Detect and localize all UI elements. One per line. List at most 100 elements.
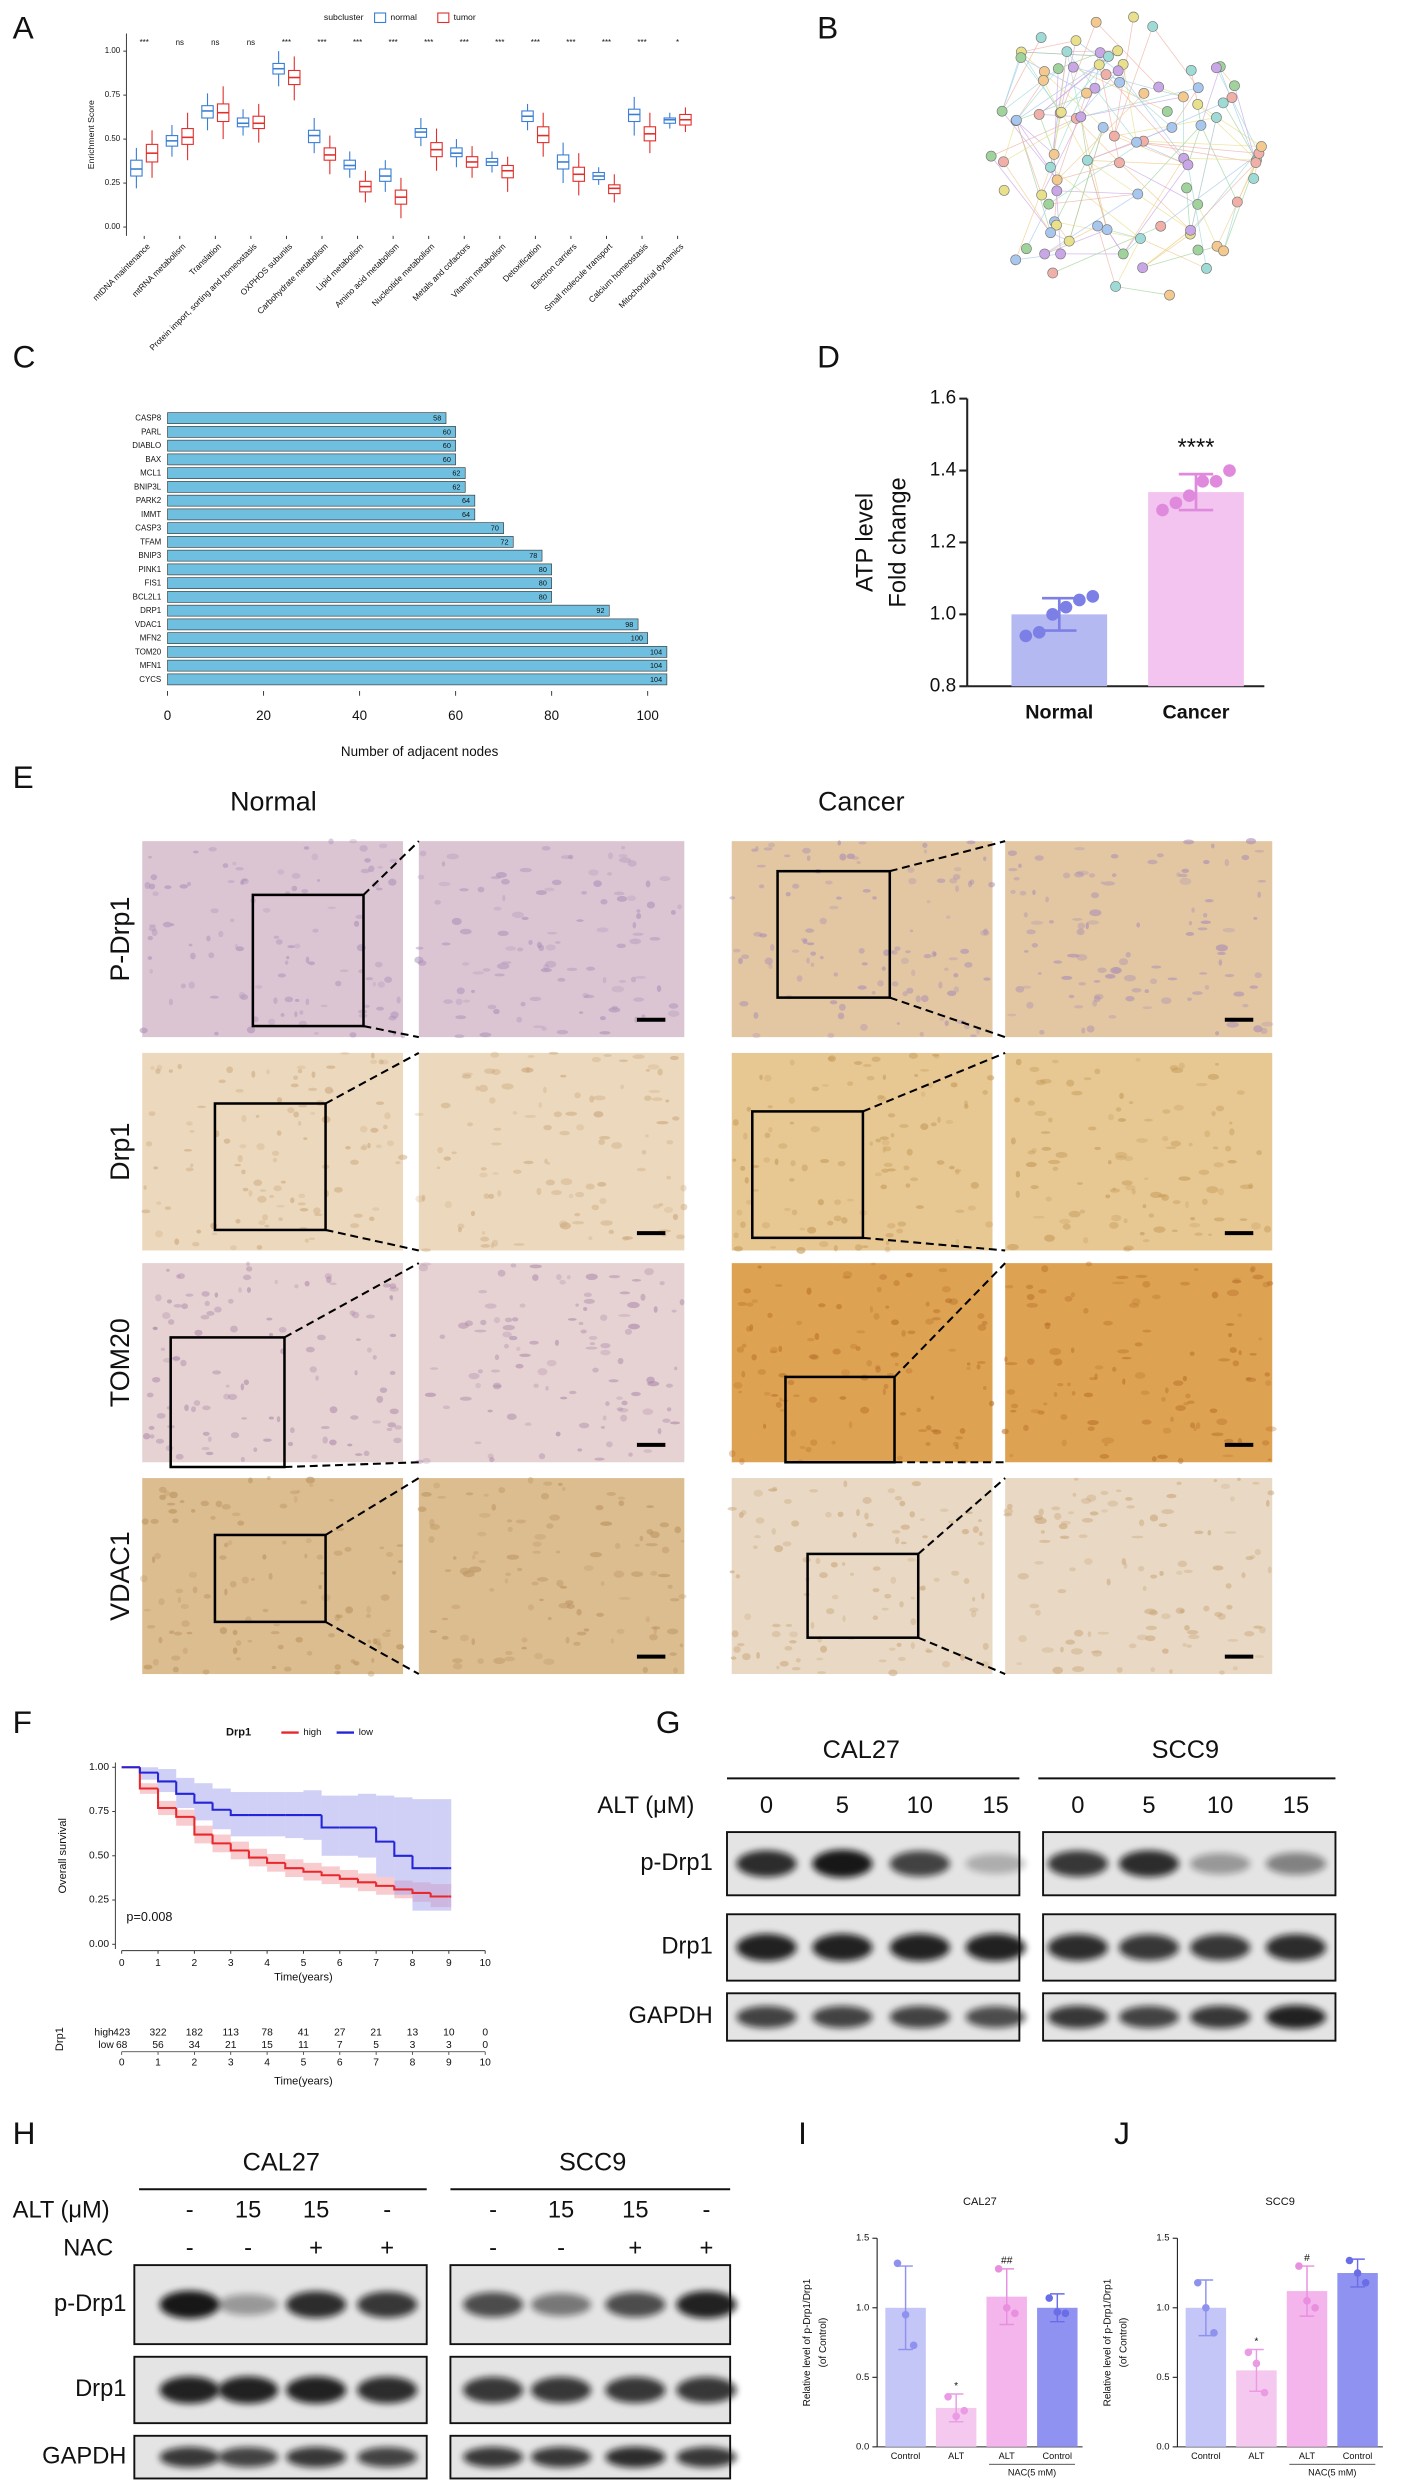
texture [1045,896,1049,903]
texture [1267,1458,1272,1462]
texture [879,1136,890,1141]
texture [1131,1188,1136,1195]
blot-band [736,1933,797,1962]
texture [899,1124,909,1128]
texture [1142,1239,1150,1243]
texture [1092,999,1098,1007]
texture [885,1233,894,1238]
texture [873,1313,880,1320]
texture [181,1620,190,1627]
texture [1003,1512,1013,1517]
texture [677,904,682,910]
survival-step [375,1882,395,1887]
texture [470,1210,476,1217]
texture [833,1245,838,1252]
significance: **** [1178,435,1215,461]
panel-letter: F [13,1704,32,1740]
data-point [1244,2348,1253,2357]
legend-label: high [303,1727,321,1738]
y-tick-label: 0.50 [105,134,121,143]
texture [651,1626,661,1630]
texture [978,1519,982,1522]
x-tick-label: 80 [544,708,559,723]
texture [333,1550,343,1556]
texture [1207,1529,1212,1536]
texture [139,1027,148,1034]
texture [1195,1422,1201,1430]
texture [598,1138,605,1146]
texture [837,1161,846,1167]
texture [461,1074,472,1079]
texture [1225,1145,1232,1152]
texture [214,1031,219,1036]
texture [268,1416,274,1420]
texture [1115,1107,1122,1112]
texture [154,1552,161,1560]
texture [493,906,502,911]
row-label: Drp1 [661,1934,712,1960]
texture [1100,1490,1109,1496]
error-bar [1178,472,1214,512]
texture [737,1301,747,1306]
texture [548,1051,559,1055]
texture [847,1081,854,1086]
texture [353,1213,363,1218]
texture [1178,1062,1185,1070]
zoom-box [169,1336,286,1469]
texture [1123,1562,1128,1569]
y-tick-label: 0.75 [89,1806,109,1817]
texture [511,911,524,918]
blot-strip [449,2434,737,2480]
box [536,126,550,144]
texture [631,1571,644,1577]
texture [1151,965,1162,969]
texture [955,1209,965,1213]
legend-label: normal [390,12,417,22]
texture [1015,1058,1022,1066]
panel-letter: C [13,338,36,374]
zoom-guide [284,1461,419,1469]
texture [179,884,188,889]
network-edge [1140,238,1207,269]
texture [1013,877,1020,881]
category-label: TOM20 [135,647,162,656]
texture [328,838,334,845]
texture [951,1570,960,1576]
texture [366,1605,372,1614]
texture [946,915,951,919]
texture [1248,1183,1254,1189]
texture [919,1031,924,1037]
zoom-box [776,869,892,999]
texture [480,1319,487,1326]
texture [666,1407,672,1412]
texture [939,1017,945,1021]
network-node [1048,148,1060,160]
texture [1085,922,1089,930]
texture [488,1193,495,1199]
y-tick-label: 0.0 [856,2441,869,2452]
texture [310,1111,316,1115]
texture [1211,1110,1216,1117]
texture [782,1541,792,1547]
texture [1087,1419,1099,1426]
texture [1039,1539,1051,1543]
texture [1170,1140,1181,1147]
texture [764,1074,772,1082]
texture [1070,1648,1083,1655]
texture [1207,1073,1220,1080]
texture [1156,853,1164,858]
texture [389,1295,393,1300]
texture [1048,1159,1061,1165]
texture [894,1495,903,1501]
texture [976,1364,981,1370]
texture [482,968,491,972]
texture [1219,1670,1225,1675]
texture [1162,1136,1169,1142]
texture [1006,1243,1019,1251]
texture [200,1314,210,1320]
texture [733,1246,743,1252]
texture [372,1638,378,1645]
texture [785,891,791,897]
texture [729,1570,735,1574]
texture [1064,1295,1073,1302]
